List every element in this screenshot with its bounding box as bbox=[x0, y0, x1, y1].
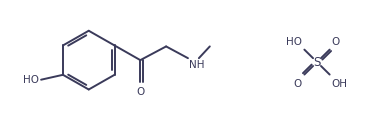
Text: O: O bbox=[331, 37, 340, 47]
Text: HO: HO bbox=[23, 75, 39, 85]
Text: S: S bbox=[313, 56, 321, 69]
Text: O: O bbox=[293, 79, 301, 89]
Text: O: O bbox=[136, 87, 144, 97]
Text: OH: OH bbox=[331, 79, 347, 89]
Text: NH: NH bbox=[189, 60, 205, 70]
Text: HO: HO bbox=[286, 37, 302, 47]
